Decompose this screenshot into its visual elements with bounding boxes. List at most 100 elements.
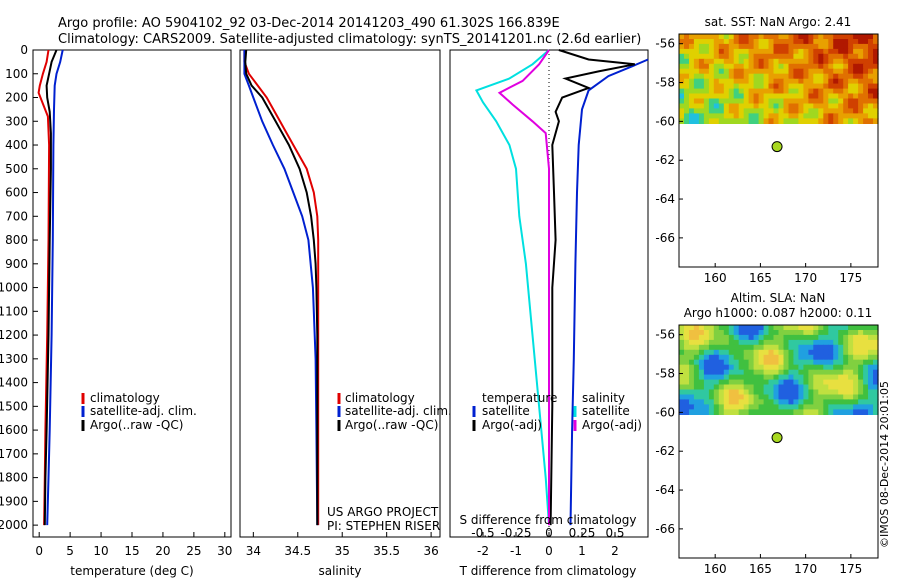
heatmap-cell: [693, 404, 700, 410]
heatmap-cell: [778, 379, 785, 386]
heatmap-cell: [858, 118, 864, 124]
heatmap-cell: [863, 88, 869, 95]
heatmap-cell: [738, 399, 745, 405]
heatmap-cell: [763, 63, 770, 70]
heatmap-cell: [684, 359, 690, 366]
heatmap-cell: [728, 93, 735, 100]
heatmap-cell: [818, 354, 824, 361]
heatmap-cell: [753, 389, 760, 396]
heatmap-cell: [718, 399, 725, 405]
heatmap-cell: [693, 359, 700, 366]
heatmap-cell: [788, 108, 795, 114]
heatmap-cell: [793, 369, 799, 376]
heatmap-cell: [743, 98, 750, 105]
heatmap-cell: [813, 399, 819, 405]
heatmap-cell: [693, 339, 700, 346]
heatmap-cell: [738, 394, 745, 401]
heatmap-cell: [843, 39, 849, 45]
heatmap-cell: [713, 48, 720, 55]
heatmap-cell: [684, 39, 690, 45]
heatmap-cell: [743, 58, 750, 65]
temperature-plot-frame: [32, 49, 232, 538]
heatmap-cell: [684, 73, 690, 80]
heatmap-cell: [803, 344, 809, 351]
heatmap-cell: [689, 73, 695, 80]
heatmap-cell: [703, 344, 710, 351]
heatmap-cell: [723, 409, 730, 415]
heatmap-cell: [689, 339, 695, 346]
heatmap-cell: [758, 113, 765, 119]
heatmap-cell: [838, 399, 844, 405]
heatmap-cell: [823, 409, 829, 415]
heatmap-cell: [773, 68, 780, 75]
heatmap-cell: [733, 325, 740, 331]
heatmap-cell: [753, 43, 760, 50]
heatmap-cell: [728, 43, 735, 50]
heatmap-cell: [679, 73, 685, 80]
heatmap-cell: [684, 48, 690, 55]
heatmap-cell: [793, 98, 799, 105]
heatmap-cell: [793, 113, 799, 119]
heatmap-cell: [748, 374, 755, 381]
sst-heatmap-cells: [679, 34, 879, 124]
s-difference-axis-label: S difference from climatology: [460, 513, 637, 527]
heatmap-cell: [808, 384, 814, 391]
heatmap-cell: [698, 325, 705, 331]
heatmap-cell: [738, 384, 745, 391]
heatmap-cell: [808, 48, 814, 55]
heatmap-cell: [718, 93, 725, 100]
heatmap-cell: [808, 63, 814, 70]
heatmap-cell: [718, 43, 725, 50]
heatmap-cell: [708, 344, 715, 351]
heatmap-cell: [718, 379, 725, 386]
heatmap-cell: [718, 364, 725, 371]
heatmap-cell: [723, 334, 730, 341]
heatmap-cell: [693, 53, 700, 60]
heatmap-cell: [763, 73, 770, 80]
heatmap-cell: [818, 404, 824, 410]
difference-panel: -2 -1 0 1 2-0.5 -0.25 0 0.25 0.5 temperature sat…: [449, 49, 649, 578]
heatmap-cell: [753, 88, 760, 95]
heatmap-cell: [743, 334, 750, 341]
heatmap-cell: [828, 325, 834, 331]
heatmap-cell: [853, 330, 859, 336]
heatmap-cell: [778, 409, 785, 415]
x-tick-label: 34.5: [284, 544, 311, 558]
heatmap-cell: [684, 384, 690, 391]
heatmap-cell: [823, 83, 829, 90]
heatmap-cell: [858, 364, 864, 371]
heatmap-cell: [848, 384, 854, 391]
heatmap-cell: [873, 369, 879, 376]
lat-tick-label: -66: [655, 522, 675, 536]
heatmap-cell: [703, 349, 710, 356]
heatmap-cell: [738, 404, 745, 410]
heatmap-cell: [718, 118, 725, 124]
heatmap-cell: [698, 88, 705, 95]
heatmap-cell: [698, 359, 705, 366]
heatmap-cell: [803, 108, 809, 114]
heatmap-cell: [743, 379, 750, 386]
heatmap-cell: [733, 394, 740, 401]
heatmap-cell: [723, 48, 730, 55]
heatmap-cell: [808, 43, 814, 50]
heatmap-cell: [783, 78, 790, 85]
heatmap-cell: [689, 379, 695, 386]
heatmap-cell: [833, 344, 839, 351]
heatmap-cell: [778, 374, 785, 381]
heatmap-cell: [723, 98, 730, 105]
heatmap-cell: [713, 404, 720, 410]
heatmap-cell: [828, 78, 834, 85]
heatmap-cell: [708, 34, 715, 40]
heatmap-cell: [679, 108, 685, 114]
heatmap-cell: [733, 63, 740, 70]
heatmap-cell: [813, 34, 819, 40]
heatmap-cell: [718, 78, 725, 85]
heatmap-cell: [853, 103, 859, 110]
heatmap-cell: [758, 83, 765, 90]
heatmap-cell: [728, 83, 735, 90]
heatmap-cell: [773, 83, 780, 90]
heatmap-cell: [768, 359, 775, 366]
heatmap-cell: [838, 118, 844, 124]
heatmap-cell: [693, 83, 700, 90]
heatmap-cell: [758, 344, 765, 351]
